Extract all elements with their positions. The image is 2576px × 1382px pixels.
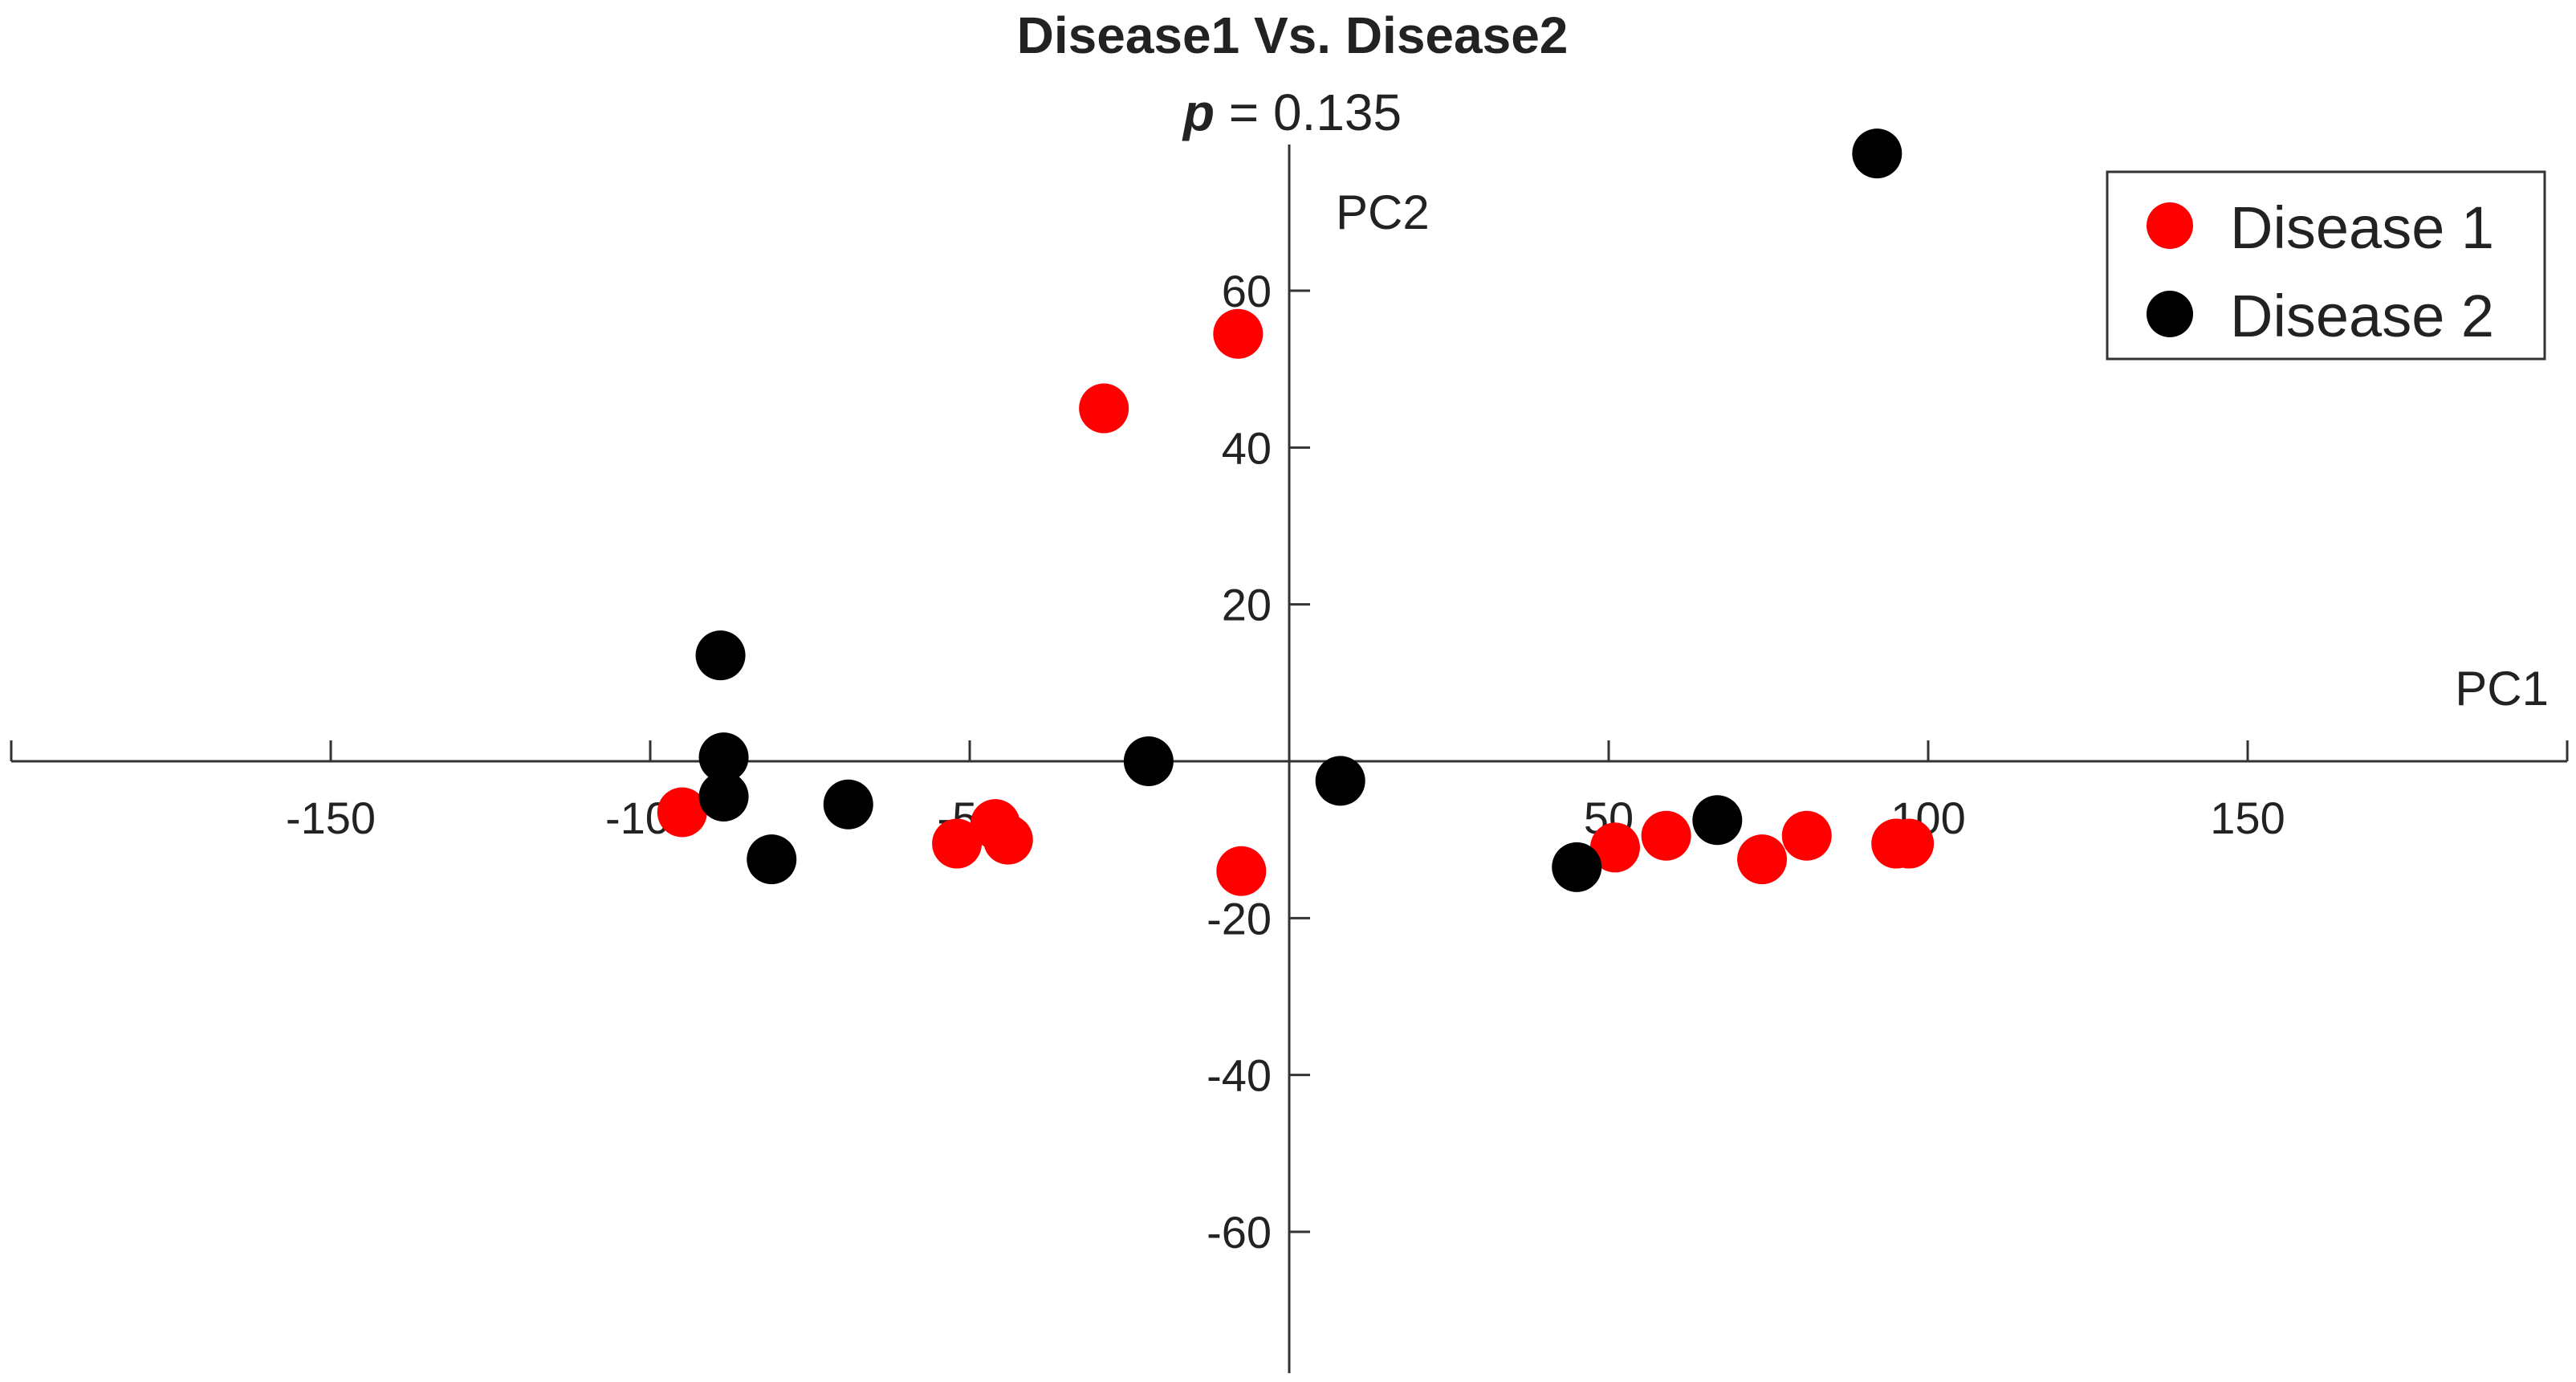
- data-point-disease-2: [698, 771, 749, 821]
- data-point-disease-2: [695, 630, 746, 681]
- y-tick-label: 60: [1222, 266, 1272, 316]
- data-point-disease-1: [657, 787, 707, 838]
- data-point-disease-2: [698, 732, 749, 783]
- data-points: [657, 128, 1935, 896]
- x-tick-label: 150: [2210, 793, 2285, 843]
- y-axis-label: PC2: [1336, 185, 1430, 239]
- data-point-disease-2: [1552, 842, 1602, 892]
- legend-label-disease-1: Disease 1: [2230, 194, 2494, 261]
- y-tick-label: 20: [1222, 580, 1272, 630]
- legend-marker-disease-2: [2147, 291, 2193, 337]
- chart-title: Disease1 Vs. Disease2: [1017, 6, 1569, 64]
- data-point-disease-1: [1079, 383, 1129, 434]
- data-point-disease-1: [1213, 308, 1264, 359]
- legend-marker-disease-1: [2147, 202, 2193, 249]
- x-axis-label: PC1: [2455, 662, 2549, 715]
- data-point-disease-1: [1216, 846, 1267, 896]
- series-disease-1: [657, 308, 1935, 896]
- data-point-disease-1: [1781, 810, 1832, 861]
- y-tick-label: 40: [1222, 422, 1272, 473]
- legend-label-disease-2: Disease 2: [2230, 283, 2494, 349]
- data-point-disease-2: [747, 834, 797, 885]
- legend: Disease 1 Disease 2: [2106, 170, 2546, 361]
- p-value-text: = 0.135: [1215, 84, 1402, 141]
- data-point-disease-1: [1884, 818, 1935, 869]
- data-point-disease-2: [1315, 756, 1365, 806]
- series-disease-2: [695, 128, 1902, 892]
- data-point-disease-1: [1589, 822, 1640, 873]
- y-tick-label: -20: [1207, 893, 1272, 944]
- p-value-symbol: p: [1182, 84, 1215, 141]
- data-point-disease-2: [823, 779, 873, 830]
- y-tick-label: -40: [1207, 1050, 1272, 1101]
- y-tick-label: -60: [1207, 1207, 1272, 1258]
- x-tick-label: -150: [286, 793, 376, 843]
- data-point-disease-1: [932, 818, 983, 869]
- data-point-disease-2: [1852, 128, 1902, 179]
- data-point-disease-2: [1692, 795, 1743, 846]
- data-point-disease-1: [1737, 834, 1788, 885]
- chart-subtitle: p = 0.135: [1182, 84, 1402, 141]
- data-point-disease-1: [1641, 810, 1691, 861]
- data-point-disease-2: [1123, 736, 1174, 786]
- data-point-disease-1: [983, 814, 1033, 865]
